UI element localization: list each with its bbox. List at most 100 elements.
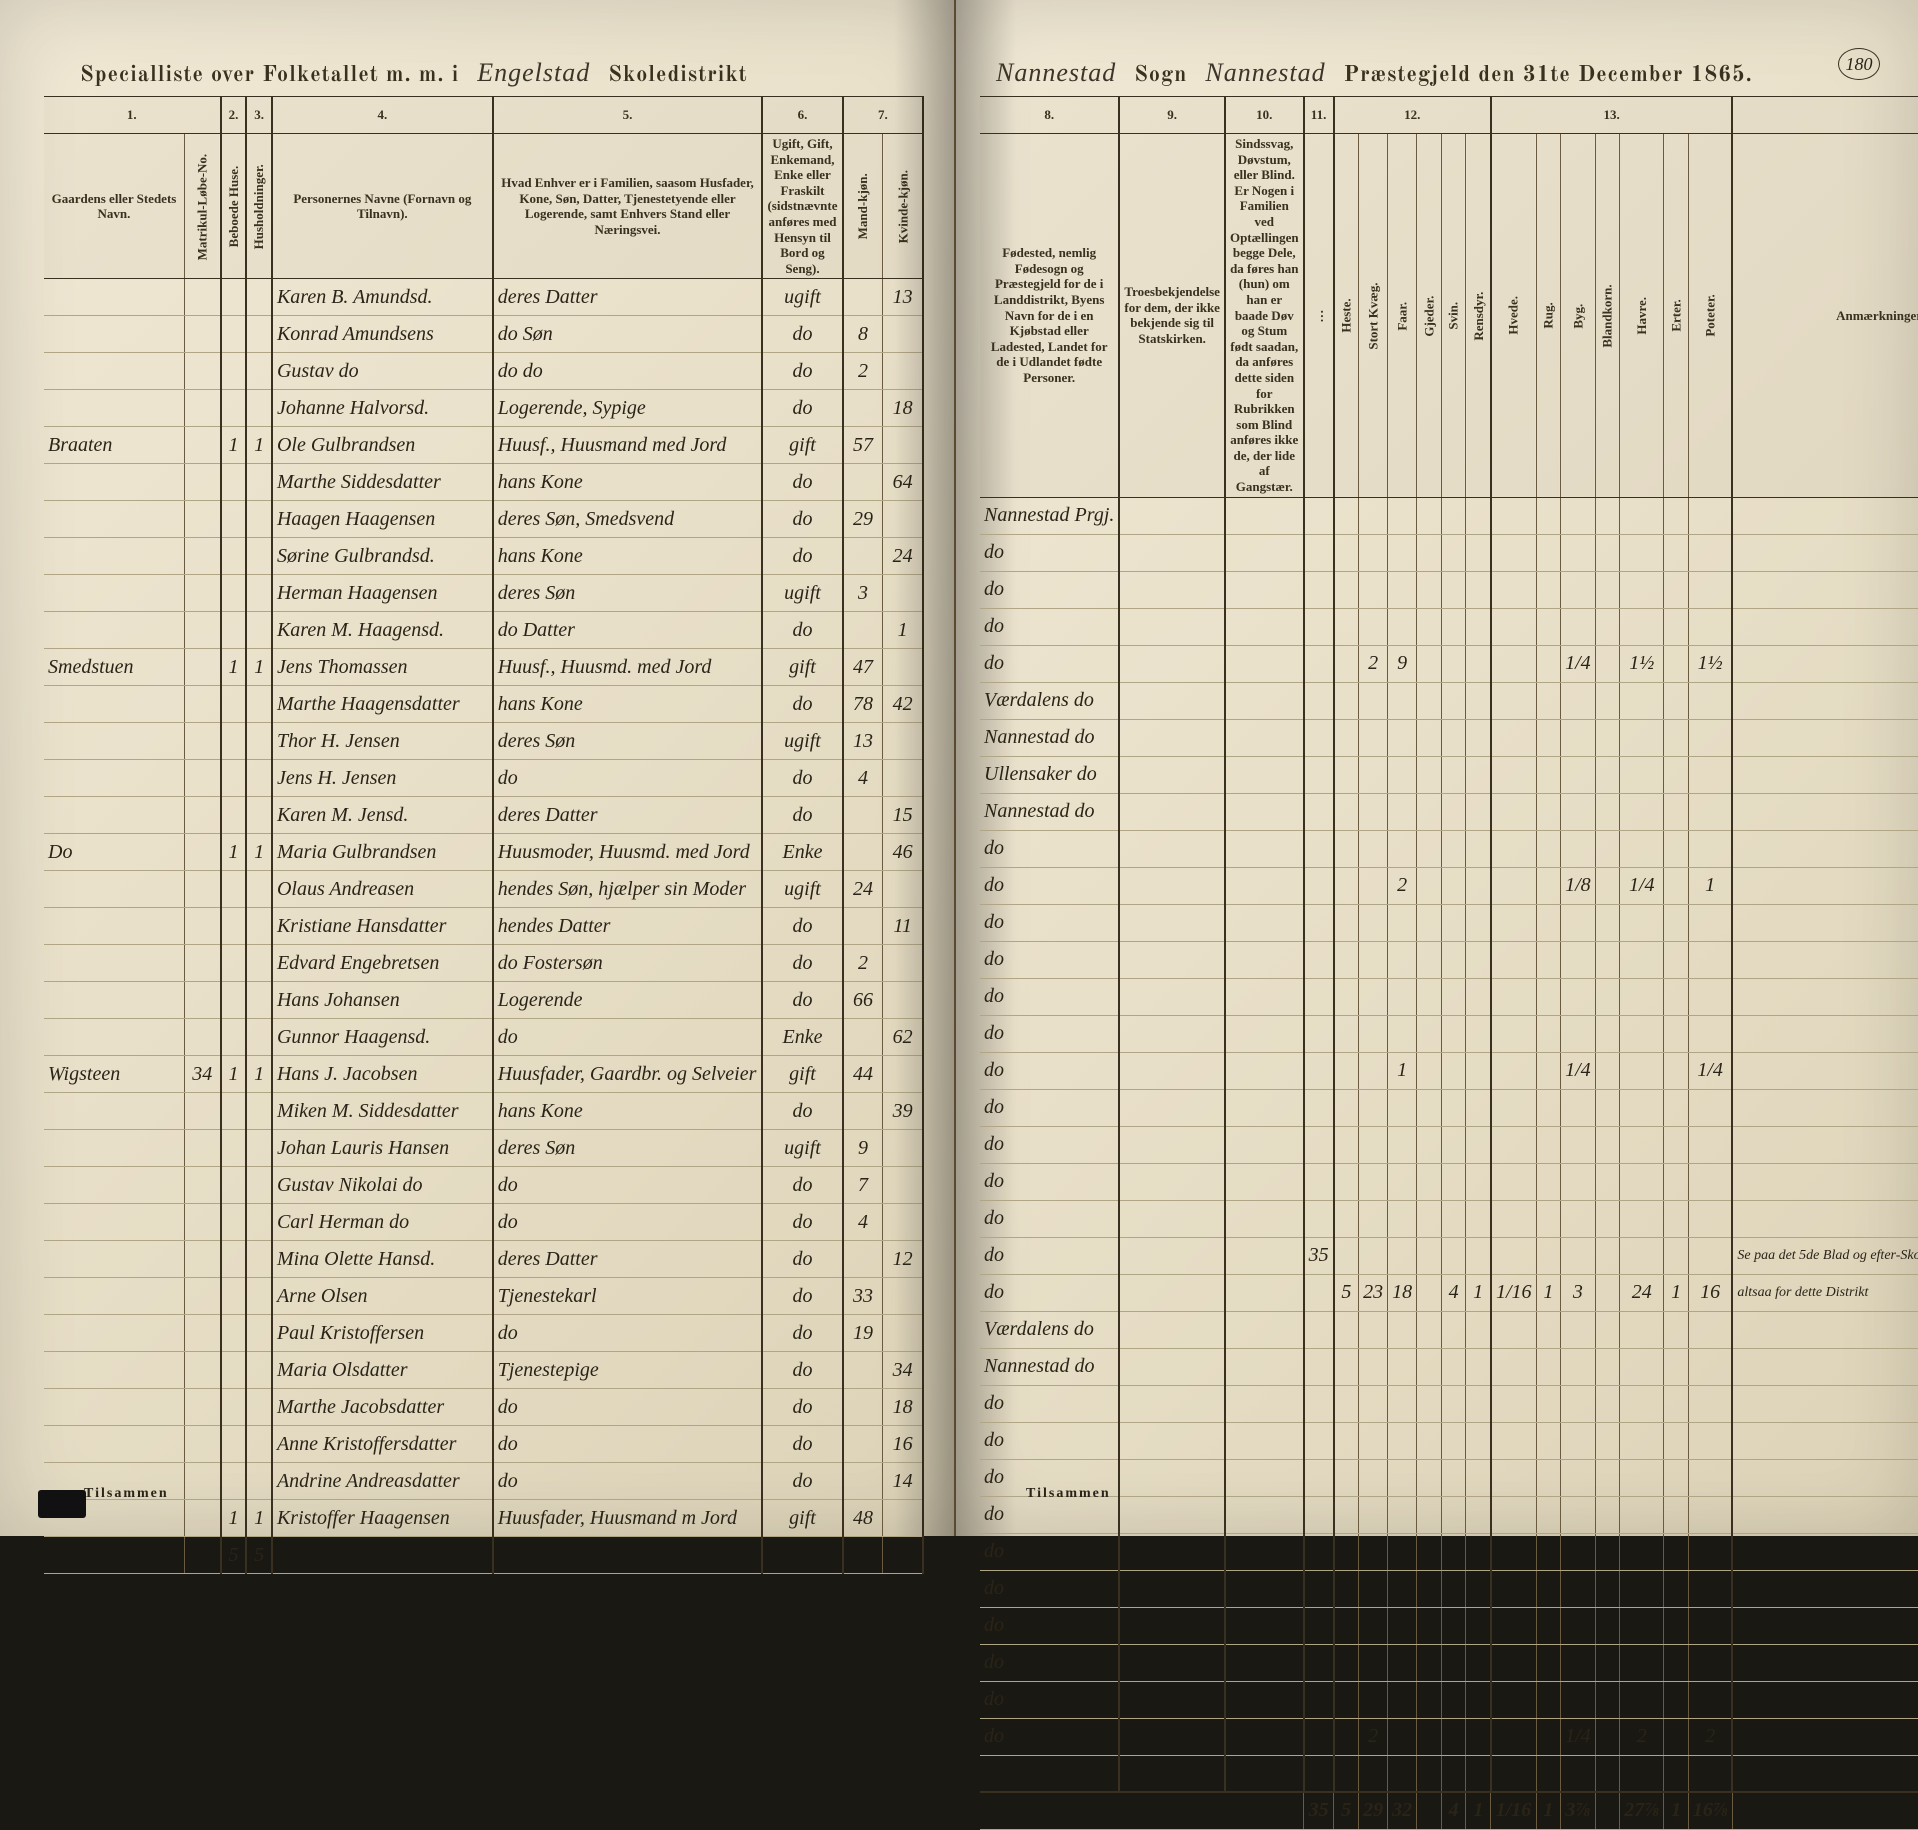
tilsammen-right: Tilsammen (1026, 1486, 1111, 1502)
cell-liv (1466, 1718, 1491, 1755)
cell-crop (1688, 830, 1732, 867)
cell-liv (1466, 1496, 1491, 1533)
cell-civil: do (762, 1463, 842, 1500)
cell-familie: hans Kone (493, 538, 763, 575)
cell-gaard (44, 871, 184, 908)
cell-liv (1441, 1459, 1466, 1496)
cell-crop: 1 (1536, 1274, 1561, 1311)
cell-crop (1688, 1533, 1732, 1570)
cell-familie: do (493, 1204, 763, 1241)
cell-huse: 5 (221, 1537, 247, 1574)
cell-matrikul (184, 575, 220, 612)
cell-sinds (1225, 1200, 1304, 1237)
colhead-anm (1732, 97, 1918, 134)
cell-liv: 9 (1388, 645, 1417, 682)
cell-crop (1595, 1570, 1620, 1607)
cell-liv (1359, 978, 1388, 1015)
table-row: Herman Haagensenderes Sønugift3 (44, 575, 923, 612)
cell-crop (1491, 534, 1536, 571)
cell-gaard (44, 464, 184, 501)
table-row: Johanne Halvorsd.Logerende, Sypigedo18 (44, 390, 923, 427)
table-row: Karen M. Haagensd.do Datterdo1 (44, 612, 923, 649)
sh-liv-5: Rensdyr. (1466, 134, 1491, 498)
colnum-1: 1. (44, 97, 221, 134)
cell-crop (1491, 608, 1536, 645)
cell-anm (1732, 1089, 1918, 1126)
cell-anm (1732, 793, 1918, 830)
cell-c11 (1304, 1718, 1334, 1755)
total-c11: 35 (1304, 1792, 1334, 1829)
cell-civil: do (762, 982, 842, 1019)
cell-crop (1664, 1200, 1689, 1237)
cell-crop (1536, 1163, 1561, 1200)
cell-liv (1441, 1422, 1466, 1459)
cell-anm (1732, 1459, 1918, 1496)
sh-crop-6: Poteter. (1688, 134, 1732, 498)
table-row: do (980, 1607, 1918, 1644)
cell-liv (1334, 1237, 1359, 1274)
table-row: do (980, 1163, 1918, 1200)
cell-liv (1359, 793, 1388, 830)
cell-troes (1119, 497, 1225, 534)
cell-person: Karen M. Haagensd. (272, 612, 493, 649)
cell-matrikul (184, 612, 220, 649)
cell-troes (1119, 941, 1225, 978)
cell-fodested: do (980, 1718, 1119, 1755)
cell-civil: do (762, 908, 842, 945)
cell-person: Maria Gulbrandsen (272, 834, 493, 871)
cell-liv (1334, 867, 1359, 904)
cell-age-m: 4 (843, 1204, 883, 1241)
cell-anm (1732, 571, 1918, 608)
cell-crop (1595, 1644, 1620, 1681)
cell-anm (1732, 1126, 1918, 1163)
cell-crop (1561, 571, 1596, 608)
cell-huse (221, 760, 247, 797)
cell-sinds (1225, 1570, 1304, 1607)
cell-liv: 2 (1359, 1718, 1388, 1755)
cell-crop (1620, 1163, 1664, 1200)
cell-troes (1119, 756, 1225, 793)
cell-liv (1359, 534, 1388, 571)
cell-crop (1561, 793, 1596, 830)
cell-liv (1417, 497, 1442, 534)
cell-troes (1119, 1570, 1225, 1607)
cell-matrikul (184, 1204, 220, 1241)
total-crop-1: 1 (1536, 1792, 1561, 1829)
cell-c11 (1304, 941, 1334, 978)
cell-fodested: do (980, 1681, 1119, 1718)
sh-liv-2: Faar. (1388, 134, 1417, 498)
cell-c11 (1304, 867, 1334, 904)
cell-troes (1119, 1015, 1225, 1052)
cell-crop (1595, 1496, 1620, 1533)
cell-familie: do Datter (493, 612, 763, 649)
cell-gaard (44, 1352, 184, 1389)
cell-liv (1334, 1089, 1359, 1126)
cell-crop (1536, 1681, 1561, 1718)
cell-liv (1334, 1755, 1359, 1792)
cell-liv (1466, 497, 1491, 534)
cell-crop (1620, 941, 1664, 978)
cell-gaard (44, 316, 184, 353)
cell-liv (1466, 1533, 1491, 1570)
cell-crop (1688, 1200, 1732, 1237)
cell-liv (1388, 941, 1417, 978)
cell-hush (246, 686, 272, 723)
cell-familie: hans Kone (493, 464, 763, 501)
table-row: Arne OlsenTjenestekarldo33 (44, 1278, 923, 1315)
cell-crop (1595, 1200, 1620, 1237)
cell-matrikul (184, 982, 220, 1019)
cell-anm (1732, 1163, 1918, 1200)
cell-crop (1688, 904, 1732, 941)
cell-troes (1119, 571, 1225, 608)
cell-liv (1334, 904, 1359, 941)
table-row: Gunnor Haagensd.doEnke62 (44, 1019, 923, 1056)
cell-liv (1466, 941, 1491, 978)
sh-crop-0: Hvede. (1491, 134, 1536, 498)
cell-age-m: 47 (843, 649, 883, 686)
table-row: Mina Olette Hansd.deres Datterdo12 (44, 1241, 923, 1278)
cell-hush (246, 612, 272, 649)
cell-age-m (843, 464, 883, 501)
cell-liv (1417, 1163, 1442, 1200)
cell-crop (1491, 682, 1536, 719)
table-row: Marthe Siddesdatterhans Konedo64 (44, 464, 923, 501)
